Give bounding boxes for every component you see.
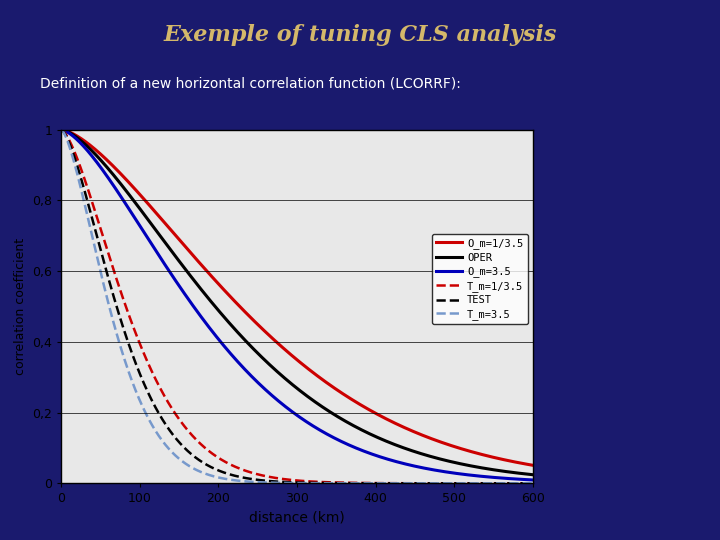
O_m=1/3.5	[515, 460, 523, 466]
O_m=1/3.5	[286, 351, 294, 357]
OPER	[81, 141, 89, 147]
O_m=1/3.5	[528, 462, 537, 469]
O_m=3.5	[528, 477, 537, 483]
O_m=3.5	[274, 397, 282, 404]
O_m=3.5	[428, 467, 437, 473]
Line: O_m=3.5: O_m=3.5	[61, 130, 533, 480]
O_m=1/3.5	[81, 138, 89, 145]
OPER	[528, 471, 537, 478]
TEST	[528, 480, 537, 487]
O_m=1/3.5	[274, 340, 282, 347]
O_m=3.5	[57, 126, 66, 133]
TEST	[428, 480, 437, 487]
T_m=1/3.5	[528, 480, 537, 487]
Line: O_m=1/3.5: O_m=1/3.5	[61, 130, 533, 465]
T_m=1/3.5	[274, 475, 282, 482]
T_m=1/3.5	[515, 480, 523, 487]
TEST	[515, 480, 523, 487]
O_m=1/3.5	[515, 460, 523, 466]
TEST	[57, 126, 66, 133]
T_m=1/3.5	[428, 480, 437, 487]
T_m=3.5	[515, 480, 523, 487]
OPER	[57, 126, 66, 133]
T_m=3.5	[515, 480, 523, 487]
X-axis label: distance (km): distance (km)	[249, 511, 345, 525]
O_m=3.5	[515, 476, 523, 482]
TEST	[274, 478, 282, 485]
OPER	[515, 470, 523, 476]
Line: OPER: OPER	[61, 130, 533, 475]
T_m=3.5	[428, 480, 437, 487]
TEST	[81, 190, 89, 197]
O_m=3.5	[81, 145, 89, 151]
T_m=1/3.5	[57, 126, 66, 133]
T_m=1/3.5	[81, 178, 89, 184]
OPER	[428, 454, 437, 460]
Line: TEST: TEST	[61, 130, 533, 483]
T_m=3.5	[274, 480, 282, 486]
O_m=1/3.5	[428, 436, 437, 442]
Text: Exemple of tuning CLS analysis: Exemple of tuning CLS analysis	[163, 24, 557, 46]
O_m=1/3.5	[57, 126, 66, 133]
O_m=3.5	[286, 407, 294, 414]
O_m=3.5	[515, 476, 523, 482]
T_m=3.5	[528, 480, 537, 487]
Line: T_m=1/3.5: T_m=1/3.5	[61, 130, 533, 483]
T_m=1/3.5	[286, 477, 294, 483]
T_m=3.5	[57, 126, 66, 133]
TEST	[286, 479, 294, 485]
OPER	[515, 470, 523, 476]
T_m=3.5	[286, 480, 294, 487]
T_m=3.5	[81, 204, 89, 210]
OPER	[286, 380, 294, 386]
TEST	[515, 480, 523, 487]
T_m=1/3.5	[515, 480, 523, 487]
OPER	[274, 369, 282, 375]
Line: T_m=3.5: T_m=3.5	[61, 130, 533, 483]
Text: Definition of a new horizontal correlation function (LCORRF):: Definition of a new horizontal correlati…	[40, 77, 461, 91]
Y-axis label: correlation coefficient: correlation coefficient	[14, 238, 27, 375]
Legend: O_m=1/3.5, OPER, O_m=3.5, T_m=1/3.5, TEST, T_m=3.5: O_m=1/3.5, OPER, O_m=3.5, T_m=1/3.5, TES…	[432, 234, 528, 324]
